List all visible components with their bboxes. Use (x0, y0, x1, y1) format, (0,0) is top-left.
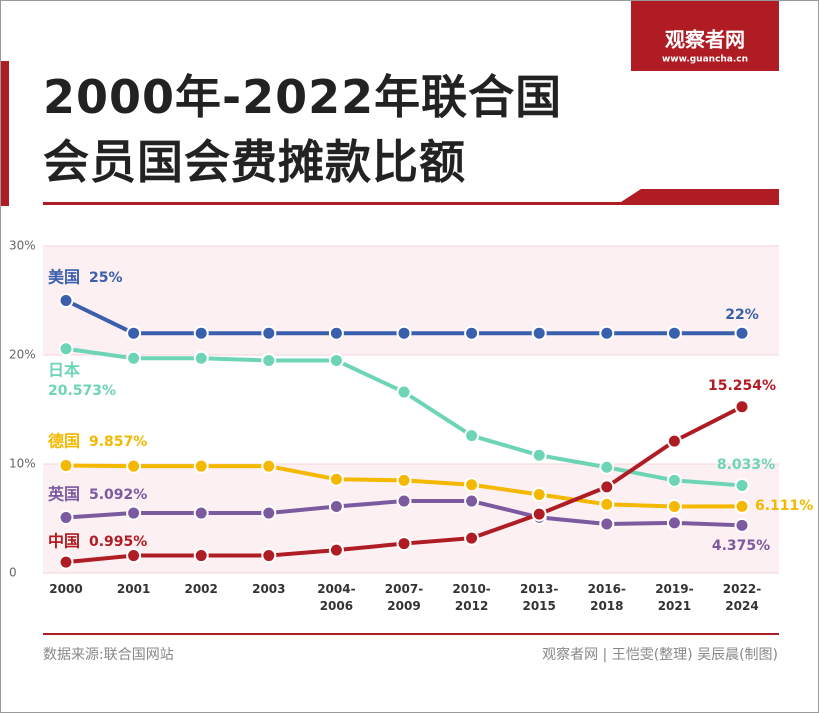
credit: 观察者网 | 王恺雯(整理) 吴辰晨(制图) (542, 647, 778, 663)
y-tick-label: 10% (9, 457, 36, 471)
point (734, 477, 750, 493)
point (599, 516, 615, 532)
point (666, 433, 682, 449)
logo: 观察者网 (665, 28, 745, 52)
point (531, 506, 547, 522)
point (531, 325, 547, 341)
point (734, 325, 750, 341)
point (261, 458, 277, 474)
point (193, 505, 209, 521)
x-tick-label: 2010-2012 (452, 582, 491, 613)
point (464, 493, 480, 509)
point (531, 447, 547, 463)
point (666, 472, 682, 488)
x-tick-label: 2002 (184, 582, 218, 596)
x-tick-label: 2019-2021 (655, 582, 694, 613)
x-tick-label: 2016-2018 (587, 582, 626, 613)
legend-label: 美国 (48, 268, 80, 287)
x-tick-label: 2004-2006 (317, 582, 356, 613)
y-tick-label: 30% (9, 239, 36, 253)
y-tick-label: 20% (9, 348, 36, 362)
data-label: 15.254% (708, 378, 776, 394)
point (261, 548, 277, 564)
legend-label: 德国 (48, 432, 80, 451)
data-label: 25% (89, 270, 123, 286)
point (193, 325, 209, 341)
point (666, 325, 682, 341)
logo-url: www.guancha.cn (662, 55, 748, 65)
legend-label: 日本 (48, 361, 80, 380)
point (328, 471, 344, 487)
point (666, 499, 682, 515)
point (396, 493, 412, 509)
point (193, 458, 209, 474)
x-tick-label: 2007-2009 (384, 582, 424, 613)
point (328, 499, 344, 515)
title-rule (43, 202, 779, 205)
accent-bar (1, 61, 9, 206)
point (58, 554, 74, 570)
point (193, 548, 209, 564)
point (599, 496, 615, 512)
data-label: 6.111% (755, 498, 813, 514)
data-label: 0.995% (89, 534, 147, 550)
point (396, 325, 412, 341)
x-tick-label: 2001 (116, 582, 151, 596)
point (126, 548, 142, 564)
point (261, 352, 277, 368)
point (328, 542, 344, 558)
legend-label: 英国 (47, 485, 80, 504)
point (666, 515, 682, 531)
point (464, 477, 480, 493)
data-label: 5.092% (89, 487, 147, 503)
point (396, 536, 412, 552)
point (464, 325, 480, 341)
legend-label: 中国 (48, 532, 80, 551)
point (396, 472, 412, 488)
point (734, 517, 750, 533)
data-label: 9.857% (89, 434, 147, 450)
point (58, 509, 74, 525)
x-tick-label: 2013-2015 (519, 582, 559, 613)
point (58, 341, 74, 357)
point (464, 428, 480, 444)
chart-title: 会员国会费摊款比额 (43, 135, 466, 189)
source: 数据来源:联合国网站 (43, 647, 174, 663)
x-tick-label: 2000 (49, 582, 83, 596)
point (396, 384, 412, 400)
x-tick-label: 2003 (252, 582, 286, 596)
point (599, 459, 615, 475)
y-tick-label: 0 (9, 566, 17, 580)
data-label: 20.573% (48, 383, 116, 399)
point (58, 293, 74, 308)
point (126, 350, 142, 366)
x-tick-label: 2022-2024 (722, 582, 762, 613)
data-label: 4.375% (712, 538, 770, 554)
footer-rule (43, 633, 779, 635)
point (261, 505, 277, 521)
point (328, 352, 344, 368)
data-label: 22% (725, 307, 759, 323)
logo-box (631, 1, 779, 71)
point (58, 458, 74, 474)
title-rule-tab (621, 189, 779, 202)
point (599, 479, 615, 495)
point (464, 530, 480, 546)
chart-title: 2000年-2022年联合国 (43, 70, 563, 124)
data-label: 8.033% (717, 457, 775, 473)
band (43, 246, 779, 355)
point (193, 350, 209, 366)
point (261, 325, 277, 341)
point (734, 498, 750, 514)
point (328, 325, 344, 341)
point (599, 325, 615, 341)
point (531, 487, 547, 503)
point (126, 458, 142, 474)
point (126, 325, 142, 341)
point (734, 399, 750, 415)
point (126, 505, 142, 521)
